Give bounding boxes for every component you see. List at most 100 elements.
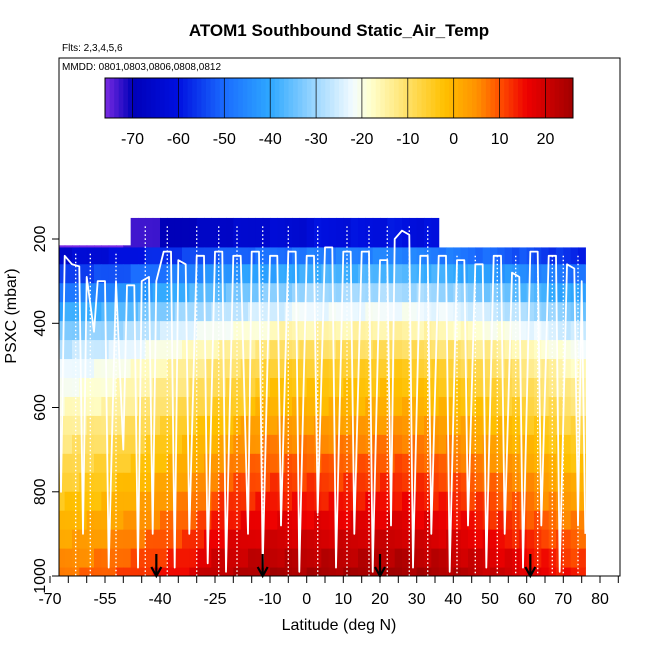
heat-cell xyxy=(578,472,586,493)
heat-cell xyxy=(59,321,66,341)
heat-cell xyxy=(160,396,168,417)
heat-cell xyxy=(306,217,315,249)
heat-cell xyxy=(328,453,337,474)
heat-cell xyxy=(248,491,256,512)
heat-cell xyxy=(262,567,271,576)
heat-cell xyxy=(416,217,425,249)
heat-cell xyxy=(306,472,315,493)
colorbar-tick-label: 20 xyxy=(537,131,555,148)
colorbar-cell xyxy=(563,78,569,118)
heat-cell xyxy=(196,217,205,249)
heat-cell xyxy=(402,491,410,512)
colorbar-tick-label: 0 xyxy=(449,131,458,148)
heat-cell xyxy=(314,567,322,576)
heat-cell xyxy=(262,529,271,550)
heat-cell xyxy=(372,321,381,341)
heat-cell xyxy=(314,283,322,303)
heat-cell xyxy=(64,472,73,493)
heat-cell xyxy=(145,510,154,531)
heat-cell xyxy=(174,453,183,474)
colorbar-cell xyxy=(164,78,170,118)
heat-cell xyxy=(299,247,308,265)
heat-cell xyxy=(504,453,513,474)
heat-cell xyxy=(262,302,271,322)
heat-cell xyxy=(541,491,550,512)
heat-cell xyxy=(328,217,337,249)
heat-cell xyxy=(402,472,410,493)
heat-cell xyxy=(372,548,381,569)
heat-cell xyxy=(431,302,440,322)
heat-cell xyxy=(504,283,513,303)
heat-cell xyxy=(79,247,88,265)
colorbar-cell xyxy=(137,78,143,118)
heat-cell xyxy=(321,510,330,531)
heat-cell xyxy=(394,321,403,341)
heat-cell xyxy=(358,359,366,379)
heat-cell xyxy=(270,567,278,576)
heat-cell xyxy=(526,453,535,474)
heat-cell xyxy=(365,415,374,436)
heat-cell xyxy=(116,567,124,576)
heat-cell xyxy=(101,396,110,417)
heat-cell xyxy=(519,302,528,322)
x-tick-label: -40 xyxy=(148,591,171,608)
heat-cell xyxy=(152,359,161,379)
colorbar-cell xyxy=(485,78,491,118)
heat-cell xyxy=(424,567,432,576)
heat-cell xyxy=(248,567,256,576)
heat-cell xyxy=(94,264,102,284)
heat-cell xyxy=(321,548,330,569)
heat-cell xyxy=(504,567,513,576)
heat-cell xyxy=(350,396,359,417)
colorbar-cell xyxy=(183,78,189,118)
heat-cell xyxy=(189,510,198,531)
heat-cell xyxy=(306,434,315,455)
heat-cell xyxy=(468,472,476,493)
heat-cell xyxy=(79,548,88,569)
heat-cell xyxy=(72,567,80,576)
heat-cell xyxy=(211,491,220,512)
heat-cell xyxy=(189,217,198,249)
colorbar-cell xyxy=(288,78,294,118)
heat-cell xyxy=(446,283,454,303)
heat-cell xyxy=(174,217,183,249)
heat-cell xyxy=(402,396,410,417)
colorbar-cell xyxy=(352,78,358,118)
heat-cell xyxy=(284,491,293,512)
x-tick-label: 40 xyxy=(444,591,462,608)
colorbar-cell xyxy=(517,78,524,118)
colorbar-cell xyxy=(453,78,459,118)
heat-cell xyxy=(94,453,102,474)
heat-cell xyxy=(475,321,484,341)
heat-cell xyxy=(321,321,330,341)
heat-cell xyxy=(541,434,550,455)
heat-cell xyxy=(548,491,557,512)
heat-cell xyxy=(570,510,579,531)
heat-cell xyxy=(108,510,117,531)
heat-cell xyxy=(218,396,227,417)
heat-cell xyxy=(328,359,337,379)
heat-cell xyxy=(152,434,161,455)
heat-cell xyxy=(526,491,535,512)
heat-cell xyxy=(402,340,410,360)
colorbar-cell xyxy=(210,78,216,118)
heat-cell xyxy=(167,217,176,249)
heat-cell xyxy=(116,396,124,417)
heat-cell xyxy=(196,529,205,550)
heat-cell xyxy=(277,359,286,379)
heat-cell xyxy=(123,510,132,531)
y-tick-label: 600 xyxy=(32,394,49,421)
heat-cell xyxy=(380,264,388,284)
heat-cell xyxy=(108,321,117,341)
heat-cell xyxy=(211,217,220,249)
heat-cell xyxy=(468,453,476,474)
colorbar-cell xyxy=(265,78,271,118)
heat-cell xyxy=(475,378,484,398)
heat-cell xyxy=(204,302,212,322)
heat-cell xyxy=(380,340,388,360)
heat-cell xyxy=(138,217,146,249)
heat-cell xyxy=(563,529,572,550)
heat-cell xyxy=(130,548,139,569)
heat-cell xyxy=(64,491,73,512)
